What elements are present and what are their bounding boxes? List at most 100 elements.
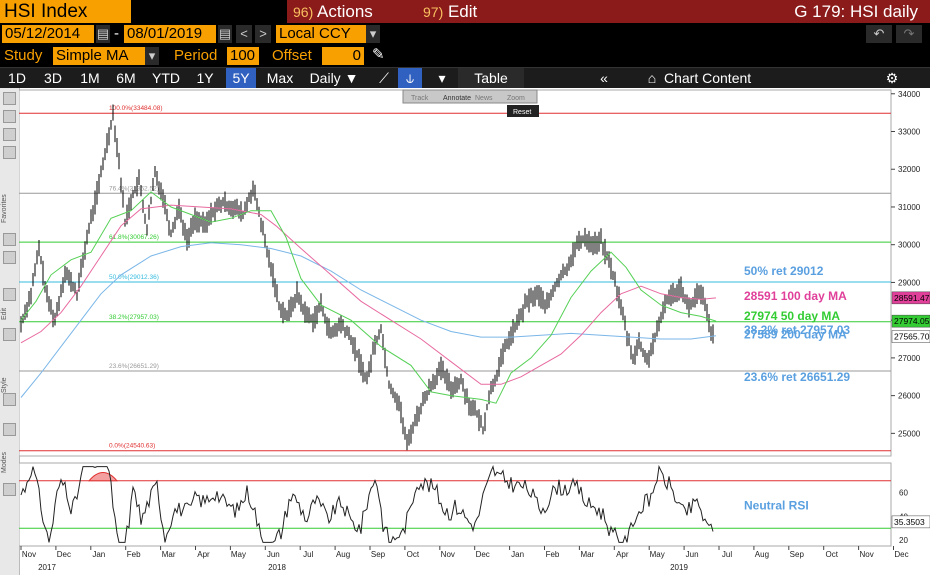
x-tick-label: Dec xyxy=(894,550,908,559)
start-date-field[interactable]: 05/12/2014 xyxy=(2,25,94,43)
currency-dropdown-icon[interactable]: ▾ xyxy=(366,25,380,43)
calendar-start-icon[interactable]: ▤ xyxy=(96,25,110,43)
left-tool-bar: Favorites Edit Style Modes xyxy=(0,88,20,575)
style-tool-icon[interactable] xyxy=(3,423,16,436)
period-1m-button[interactable]: 1M xyxy=(80,70,100,86)
last-value-tag xyxy=(891,330,930,343)
price-chart-svg[interactable]: 3400033000320003100030000290002800027000… xyxy=(19,88,930,575)
collapse-icon[interactable]: « xyxy=(600,70,608,86)
annotation-label: 38.2% ret 27957.03 xyxy=(744,323,850,337)
line-chart-icon[interactable]: ⟋ xyxy=(379,70,389,86)
period-max-button[interactable]: Max xyxy=(266,70,294,86)
measure-tool-icon[interactable] xyxy=(3,328,16,341)
next-range-button[interactable]: > xyxy=(255,25,271,43)
y-tick-label: 27000 xyxy=(898,354,921,363)
x-tick-label: Nov xyxy=(441,550,455,559)
date-range-bar: 05/12/2014 ▤ - 08/01/2019 ▤ < > Local CC… xyxy=(0,23,930,45)
actions-number: 96) xyxy=(293,4,314,20)
rsi-line xyxy=(20,464,714,543)
ticker-field[interactable]: HSI Index xyxy=(0,0,131,23)
fib-tool-icon[interactable] xyxy=(3,251,16,264)
period-5y-button[interactable]: 5Y xyxy=(226,68,256,89)
x-tick-label: Dec xyxy=(476,550,490,559)
offset-label: Offset xyxy=(272,47,312,64)
calendar-end-icon[interactable]: ▤ xyxy=(218,25,232,43)
fib-level-label: 76.4%(31362.52) xyxy=(109,185,159,192)
period-3d-button[interactable]: 3D xyxy=(44,70,62,86)
x-tick-label: Nov xyxy=(22,550,36,559)
chart-content-button[interactable]: Chart Content xyxy=(664,70,752,86)
y-tick-label: 32000 xyxy=(898,165,921,174)
x-tick-label: May xyxy=(650,550,665,559)
rsi-label: Neutral RSI xyxy=(744,499,809,513)
x-tick-label: Sep xyxy=(790,550,805,559)
pencil-icon[interactable]: ✎ xyxy=(372,46,385,63)
study-select[interactable]: Simple MA xyxy=(53,47,145,65)
color-tool-icon[interactable] xyxy=(3,393,16,406)
x-tick-label: Jun xyxy=(686,550,699,559)
mode-tool-icon[interactable] xyxy=(3,483,16,496)
last-value-text: 27974.05 xyxy=(894,316,930,326)
currency-select[interactable]: Local CCY xyxy=(276,25,366,43)
annotation-label: 27974 50 day MA xyxy=(744,309,840,323)
redo-icon[interactable]: ↷ xyxy=(896,25,922,43)
fib-level-label: 23.6%(26651.29) xyxy=(109,363,159,370)
x-tick-label: Sep xyxy=(371,550,386,559)
undo-icon[interactable]: ↶ xyxy=(866,25,892,43)
channel-tool-icon[interactable] xyxy=(3,288,16,301)
annotation-label: 50% ret 29012 xyxy=(744,264,824,278)
fib-level-label: 100.0%(33484.08) xyxy=(109,105,163,112)
settings-gear-icon[interactable]: ⚙ xyxy=(885,70,899,86)
y-tick-label: 34000 xyxy=(898,90,921,99)
x-tick-label: Jun xyxy=(267,550,280,559)
fib-level-label: 61.8%(30067.26) xyxy=(109,234,159,241)
text-tool-icon[interactable] xyxy=(3,128,16,141)
study-bar: Study Simple MA ▾ Period 100 Offset 0 ✎ xyxy=(0,45,930,67)
x-tick-label: Jan xyxy=(92,550,105,559)
x-tick-label: Mar xyxy=(162,550,176,559)
prev-range-button[interactable]: < xyxy=(236,25,252,43)
y-tick-label: 25000 xyxy=(898,429,921,438)
title-bar: HSI Index 96) Actions 97) Edit G 179: HS… xyxy=(0,0,930,23)
trend-tool-icon[interactable] xyxy=(3,233,16,246)
chart-area[interactable]: Favorites Edit Style Modes 34000 33000 320… xyxy=(0,88,930,575)
period-ytd-button[interactable]: YTD xyxy=(152,70,180,86)
study-dropdown-icon[interactable]: ▾ xyxy=(145,47,159,65)
x-tick-label: Aug xyxy=(755,550,769,559)
chart-type-dropdown-icon[interactable]: ▾ xyxy=(438,70,446,86)
end-date-field[interactable]: 08/01/2019 xyxy=(124,25,216,43)
ma-line-2 xyxy=(20,191,717,404)
line-tool-icon[interactable] xyxy=(3,110,16,123)
page-title: G 179: HSI daily xyxy=(515,0,930,23)
table-button[interactable]: Table xyxy=(458,68,524,89)
shape-tool-icon[interactable] xyxy=(3,146,16,159)
actions-menu[interactable]: 96) Actions xyxy=(287,0,403,23)
price-panel-frame xyxy=(19,89,892,457)
offset-field[interactable]: 0 xyxy=(322,47,364,65)
x-tick-label: Feb xyxy=(546,550,560,559)
period-label: Period xyxy=(174,47,218,64)
y-tick-label: 29000 xyxy=(898,278,921,287)
cursor-tool-icon[interactable] xyxy=(3,92,16,105)
edit-menu[interactable]: 97) Edit xyxy=(401,0,533,23)
reset-button-label: Reset xyxy=(513,109,531,116)
chart-content-icon[interactable]: ⌂ xyxy=(647,70,657,86)
x-tick-label: Apr xyxy=(197,550,210,559)
style-side-label: Style xyxy=(1,377,8,393)
period-1y-button[interactable]: 1Y xyxy=(196,70,214,86)
x-tick-label: Oct xyxy=(825,550,838,559)
x-tick-label: Nov xyxy=(859,550,873,559)
period-1d-button[interactable]: 1D xyxy=(8,70,26,86)
period-6m-button[interactable]: 6M xyxy=(116,70,136,86)
frequency-select[interactable]: Daily ▼ xyxy=(309,70,359,86)
y-tick-label: 33000 xyxy=(898,128,921,137)
bar-chart-icon[interactable]: ⫝ xyxy=(398,68,422,89)
y-tick-label: 26000 xyxy=(898,392,921,401)
mini-toolbar-item: Zoom xyxy=(507,95,525,102)
period-field[interactable]: 100 xyxy=(227,47,259,65)
x-year-label: 2018 xyxy=(268,563,286,572)
mini-toolbar-item: Track xyxy=(411,95,429,102)
date-dash: - xyxy=(114,25,119,42)
mini-toolbar-item: Annotate xyxy=(443,95,471,102)
y-tick-label: 30000 xyxy=(898,241,921,250)
